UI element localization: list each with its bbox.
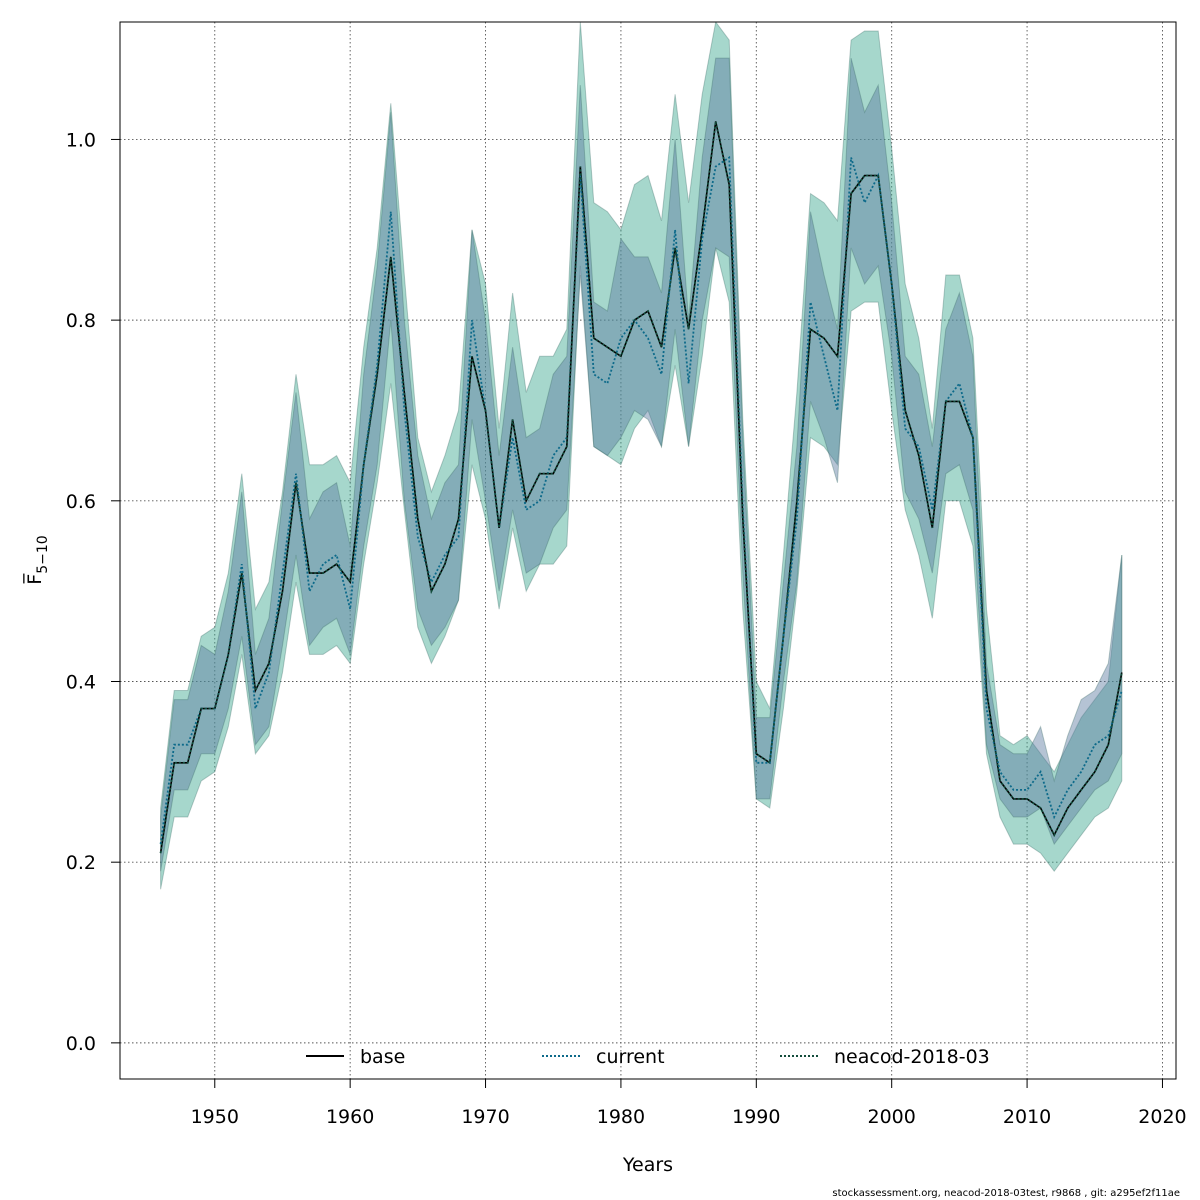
x-tick-label: 2020 — [1138, 1106, 1186, 1128]
legend: base current neacod-2018-03 — [306, 1046, 990, 1068]
confidence-bands — [160, 22, 1123, 890]
confidence-band-base — [160, 22, 1123, 890]
y-tick-label: 0.4 — [66, 671, 96, 693]
x-tick-label: 1980 — [597, 1106, 645, 1128]
series-lines — [159, 121, 1123, 854]
grid — [120, 22, 1176, 1079]
y-axis: 0.0 0.2 0.4 0.6 0.8 1.0 — [66, 129, 121, 1055]
x-tick-label: 1950 — [191, 1106, 239, 1128]
svg-text:F̅5−10: F̅5−10 — [22, 535, 51, 584]
y-tick-label: 1.0 — [66, 129, 96, 151]
y-axis-title-group: F̅5−10 — [22, 535, 51, 584]
footer-note: stockassessment.org, neacod-2018-03test,… — [832, 1188, 1180, 1199]
series-line-current — [159, 155, 1123, 845]
series-line-neacod-2018-03 — [159, 121, 1123, 854]
y-tick-label: 0.0 — [66, 1033, 96, 1055]
legend-item-current: current — [542, 1046, 665, 1068]
legend-label: neacod-2018-03 — [834, 1046, 990, 1068]
y-tick-label: 0.6 — [66, 491, 96, 513]
legend-label: base — [360, 1046, 405, 1068]
x-tick-label: 1990 — [732, 1106, 780, 1128]
y-axis-title: F̅ — [22, 573, 46, 585]
y-axis-title-subscript: 5−10 — [35, 535, 51, 573]
confidence-band-current — [160, 57, 1123, 872]
y-tick-label: 0.8 — [66, 310, 96, 332]
legend-item-base: base — [306, 1046, 405, 1068]
legend-label: current — [596, 1046, 665, 1068]
x-axis: 1950 1960 1970 1980 1990 2000 2010 2020 — [191, 1078, 1187, 1128]
x-tick-label: 2000 — [868, 1106, 916, 1128]
x-axis-title: Years — [622, 1154, 673, 1176]
legend-item-neacod-2018-03: neacod-2018-03 — [780, 1046, 990, 1068]
x-tick-label: 2010 — [1003, 1106, 1051, 1128]
y-tick-label: 0.2 — [66, 852, 96, 874]
x-tick-label: 1970 — [461, 1106, 509, 1128]
x-tick-label: 1960 — [326, 1106, 374, 1128]
